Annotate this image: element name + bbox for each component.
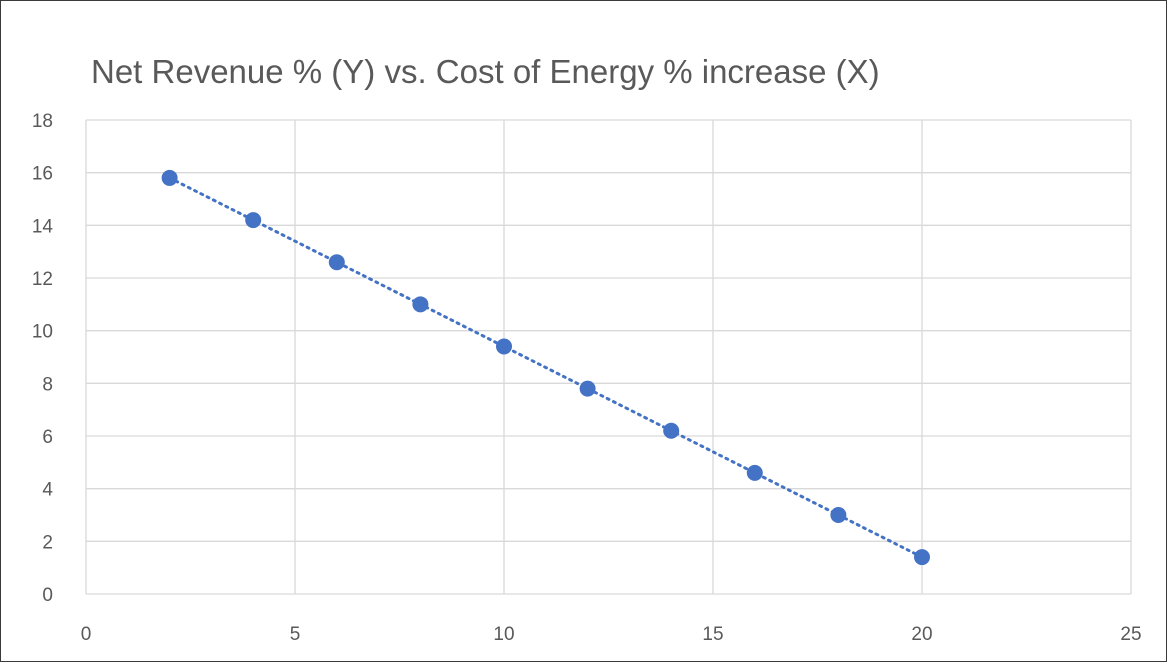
y-tick-label: 8	[42, 374, 53, 395]
data-point	[579, 380, 596, 397]
x-tick-label: 10	[493, 624, 514, 645]
x-tick-label: 0	[81, 624, 92, 645]
x-tick-label: 25	[1120, 624, 1141, 645]
trend-line	[168, 176, 924, 559]
y-tick-label: 2	[42, 532, 53, 553]
data-point	[161, 169, 178, 186]
data-point	[914, 549, 930, 566]
data-point	[412, 296, 429, 313]
data-points	[161, 169, 930, 566]
data-point	[245, 212, 262, 229]
x-tick-label: 5	[290, 624, 301, 645]
tick-labels: 0 2 4 6 8 10 12 14 16 18 0 5 10 15 20 25	[32, 111, 1142, 645]
data-point	[328, 254, 345, 271]
y-tick-label: 16	[32, 164, 53, 185]
y-tick-label: 18	[32, 111, 53, 132]
y-tick-label: 14	[32, 216, 54, 237]
y-tick-label: 12	[32, 269, 53, 290]
x-tick-label: 20	[911, 624, 932, 645]
data-point	[830, 507, 847, 523]
grid	[85, 119, 1132, 595]
data-point	[496, 338, 512, 355]
x-tick-label: 15	[702, 624, 723, 645]
y-tick-label: 10	[32, 322, 53, 343]
data-point	[746, 464, 763, 481]
y-tick-label: 6	[42, 427, 53, 448]
data-point	[663, 422, 680, 439]
chart-title: Net Revenue % (Y) vs. Cost of Energy % i…	[91, 53, 880, 90]
y-tick-label: 4	[42, 480, 53, 501]
y-tick-label: 0	[42, 585, 53, 606]
